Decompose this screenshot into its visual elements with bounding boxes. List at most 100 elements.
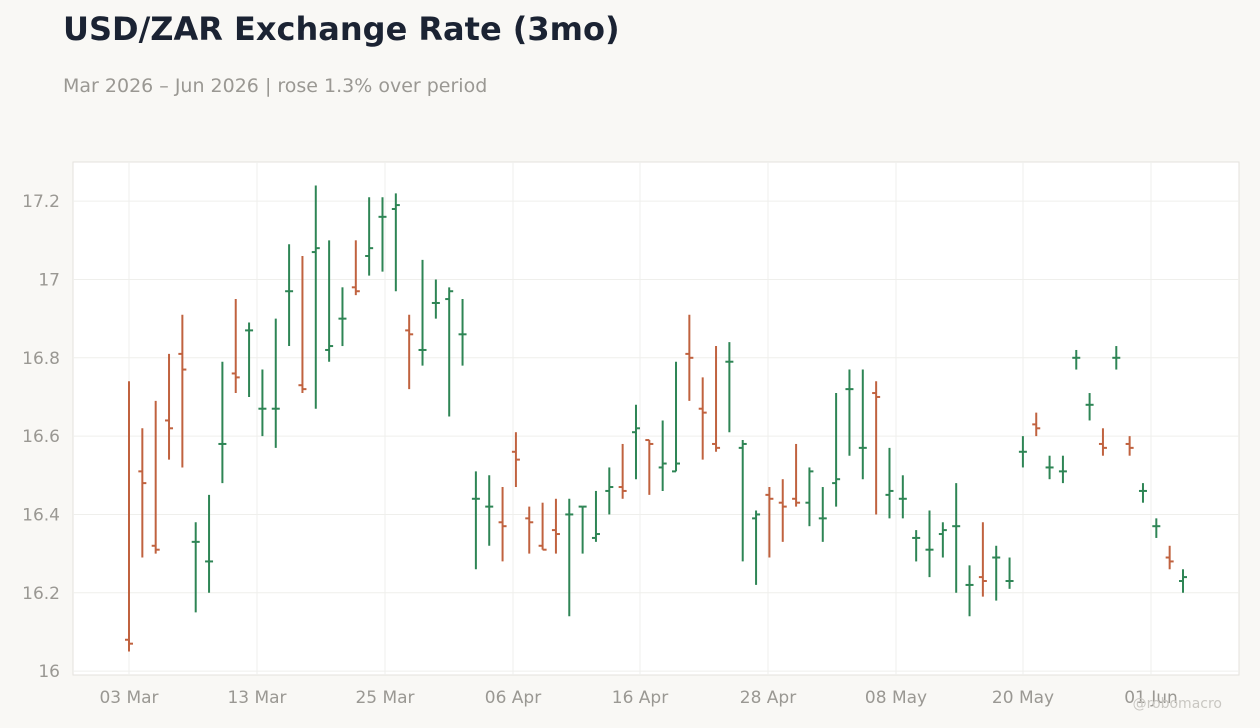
ohlc-bar — [792, 443, 801, 507]
x-tick-label: 03 Mar — [99, 688, 158, 708]
ohlc-bar — [165, 353, 174, 460]
ohlc-bar — [912, 530, 921, 562]
ohlc-bar — [485, 475, 494, 546]
ohlc-bar — [858, 369, 867, 480]
y-tick-label: 16.8 — [22, 349, 60, 369]
ohlc-bar — [365, 197, 374, 276]
ohlc-bar — [591, 490, 600, 542]
ohlc-bar — [885, 447, 894, 519]
ohlc-bar — [311, 185, 320, 409]
ohlc-bar — [698, 377, 707, 460]
ohlc-bar — [925, 510, 934, 578]
ohlc-bar — [1032, 412, 1041, 437]
ohlc-bar — [565, 498, 574, 617]
x-tick-label: 20 May — [992, 688, 1054, 708]
x-tick-label: 13 Mar — [227, 688, 286, 708]
ohlc-bar — [725, 342, 734, 433]
ohlc-bar — [218, 361, 227, 484]
ohlc-bar — [658, 420, 667, 491]
ohlc-bar — [952, 483, 961, 593]
ohlc-bar — [298, 255, 307, 394]
ohlc-bar — [1058, 455, 1067, 484]
ohlc-bar — [258, 369, 267, 437]
ohlc-bar — [138, 428, 147, 558]
y-tick-label: 16 — [38, 662, 60, 682]
ohlc-bar — [191, 522, 200, 613]
ohlc-bar — [245, 322, 254, 397]
ohlc-bar — [752, 510, 761, 585]
ohlc-bar — [458, 299, 467, 366]
ohlc-bar — [1018, 436, 1027, 468]
ohlc-bar — [151, 400, 160, 554]
plot-area — [72, 161, 1240, 676]
ohlc-bar — [391, 193, 400, 292]
y-tick-label: 17 — [38, 270, 60, 290]
ohlc-bars — [125, 185, 1187, 652]
ohlc-bar — [418, 259, 427, 366]
ohlc-bar — [1005, 557, 1014, 589]
ohlc-bar — [325, 240, 334, 362]
ohlc-bar — [1072, 349, 1081, 370]
ohlc-bar — [898, 475, 907, 519]
ohlc-bar — [1112, 346, 1121, 370]
ohlc-bar — [1125, 436, 1134, 456]
ohlc-bar — [498, 487, 507, 562]
ohlc-bar — [178, 314, 187, 468]
ohlc-bar — [231, 299, 240, 394]
x-tick-label: 01 Jun — [1124, 688, 1178, 708]
ohlc-bar — [1045, 455, 1054, 480]
chart-subtitle: Mar 2026 – Jun 2026 | rose 1.3% over per… — [63, 75, 488, 97]
x-axis-ticks: 03 Mar 13 Mar 25 Mar 06 Apr 16 Apr 28 Apr 08 M… — [99, 688, 1177, 708]
ohlc-bar — [1179, 569, 1187, 593]
ohlc-bar — [605, 467, 614, 515]
y-tick-label: 16.2 — [22, 584, 60, 604]
ohlc-bar — [818, 487, 827, 542]
ohlc-bar — [471, 471, 480, 570]
ohlc-bar — [978, 522, 987, 597]
x-tick-label: 08 May — [865, 688, 927, 708]
ohlc-bar — [765, 487, 774, 558]
ohlc-bar — [618, 443, 627, 499]
ohlc-bar — [1098, 428, 1107, 456]
x-tick-label: 16 Apr — [612, 688, 668, 708]
ohlc-bar — [1165, 545, 1174, 570]
ohlc-bar — [271, 318, 280, 448]
ohlc-bar — [538, 502, 547, 551]
ohlc-bar — [445, 287, 454, 417]
ohlc-bar — [992, 545, 1001, 601]
ohlc-bar — [712, 346, 721, 452]
ohlc-bar — [405, 314, 414, 390]
ohlc-bar — [1138, 483, 1147, 503]
ohlc-bar — [1152, 518, 1161, 538]
ohlc-bar — [631, 404, 640, 480]
watermark: @robomacro — [1132, 696, 1222, 712]
ohlc-bar — [285, 244, 294, 347]
ohlc-bar — [872, 381, 881, 515]
ohlc-bar — [1085, 393, 1094, 421]
ohlc-bar — [551, 498, 560, 554]
chart-title: USD/ZAR Exchange Rate (3mo) — [63, 10, 620, 48]
ohlc-bar — [378, 197, 387, 272]
ohlc-bar — [511, 432, 520, 488]
ohlc-bar — [938, 522, 947, 558]
x-tick-label: 25 Mar — [355, 688, 414, 708]
ohlc-bar — [205, 494, 214, 593]
ohlc-bar — [525, 506, 534, 554]
ohlc-bar — [645, 439, 654, 495]
ohlc-bar — [965, 565, 974, 617]
y-tick-label: 16.6 — [22, 427, 60, 447]
ohlc-bar — [351, 240, 360, 296]
ohlc-bar — [125, 381, 133, 652]
x-tick-label: 06 Apr — [485, 688, 541, 708]
ohlc-bar — [672, 361, 681, 473]
ohlc-bar — [338, 287, 347, 347]
y-tick-label: 16.4 — [22, 505, 60, 525]
x-tick-label: 28 Apr — [740, 688, 796, 708]
y-axis-ticks: 16 16.2 16.4 16.6 16.8 17 17.2 — [22, 192, 60, 682]
ohlc-bar — [845, 369, 854, 456]
ohlc-bar — [832, 393, 841, 507]
ohlc-bar — [578, 505, 587, 554]
ohlc-bar — [805, 467, 814, 527]
ohlc-bar — [738, 440, 747, 562]
